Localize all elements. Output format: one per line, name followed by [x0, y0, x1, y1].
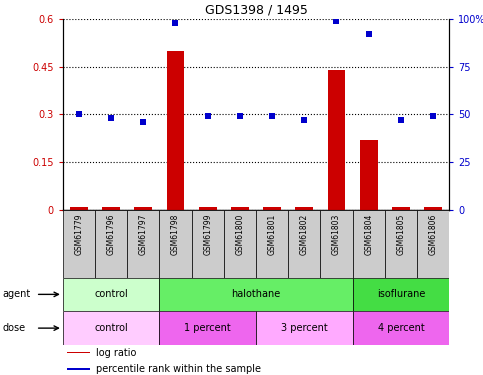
Text: GSM61804: GSM61804: [364, 213, 373, 255]
Bar: [263, 207, 281, 210]
Bar: [417, 210, 449, 278]
Point: [236, 113, 244, 119]
Bar: [95, 210, 127, 278]
Text: log ratio: log ratio: [96, 348, 136, 357]
Text: GSM61806: GSM61806: [428, 213, 438, 255]
Bar: [296, 207, 313, 210]
Bar: [320, 210, 353, 278]
Text: GSM61802: GSM61802: [300, 213, 309, 255]
Text: GSM61779: GSM61779: [74, 213, 84, 255]
Point: [333, 18, 341, 24]
Bar: [353, 278, 449, 311]
Text: dose: dose: [2, 323, 26, 333]
Bar: [327, 70, 345, 210]
Bar: [159, 311, 256, 345]
Bar: [67, 368, 90, 370]
Bar: [167, 51, 185, 210]
Bar: [360, 140, 378, 210]
Text: percentile rank within the sample: percentile rank within the sample: [96, 364, 261, 374]
Text: control: control: [94, 323, 128, 333]
Text: GSM61801: GSM61801: [268, 213, 277, 255]
Text: GSM61799: GSM61799: [203, 213, 212, 255]
Text: GSM61798: GSM61798: [171, 213, 180, 255]
Bar: [63, 278, 159, 311]
Bar: [127, 210, 159, 278]
Bar: [159, 210, 192, 278]
Bar: [224, 210, 256, 278]
Point: [75, 111, 83, 117]
Point: [429, 113, 437, 119]
Bar: [199, 207, 216, 210]
Bar: [63, 210, 95, 278]
Point: [204, 113, 212, 119]
Text: GSM61796: GSM61796: [107, 213, 115, 255]
Bar: [392, 207, 410, 210]
Bar: [256, 311, 353, 345]
Bar: [102, 207, 120, 210]
Bar: [192, 210, 224, 278]
Point: [171, 20, 179, 26]
Text: GSM61803: GSM61803: [332, 213, 341, 255]
Text: GSM61800: GSM61800: [235, 213, 244, 255]
Bar: [424, 207, 442, 210]
Text: halothane: halothane: [231, 290, 281, 299]
Bar: [256, 210, 288, 278]
Bar: [70, 207, 88, 210]
Bar: [67, 352, 90, 353]
Title: GDS1398 / 1495: GDS1398 / 1495: [205, 3, 307, 16]
Text: GSM61797: GSM61797: [139, 213, 148, 255]
Bar: [134, 207, 152, 210]
Bar: [353, 311, 449, 345]
Bar: [353, 210, 385, 278]
Point: [268, 113, 276, 119]
Bar: [159, 278, 353, 311]
Text: 1 percent: 1 percent: [185, 323, 231, 333]
Text: 3 percent: 3 percent: [281, 323, 327, 333]
Point: [365, 31, 372, 37]
Bar: [288, 210, 320, 278]
Text: 4 percent: 4 percent: [378, 323, 424, 333]
Point: [300, 117, 308, 123]
Text: agent: agent: [2, 290, 30, 299]
Text: GSM61805: GSM61805: [397, 213, 405, 255]
Point: [107, 115, 115, 121]
Bar: [231, 207, 249, 210]
Text: control: control: [94, 290, 128, 299]
Bar: [63, 311, 159, 345]
Point: [397, 117, 405, 123]
Point: [140, 119, 147, 125]
Bar: [385, 210, 417, 278]
Text: isoflurane: isoflurane: [377, 290, 425, 299]
